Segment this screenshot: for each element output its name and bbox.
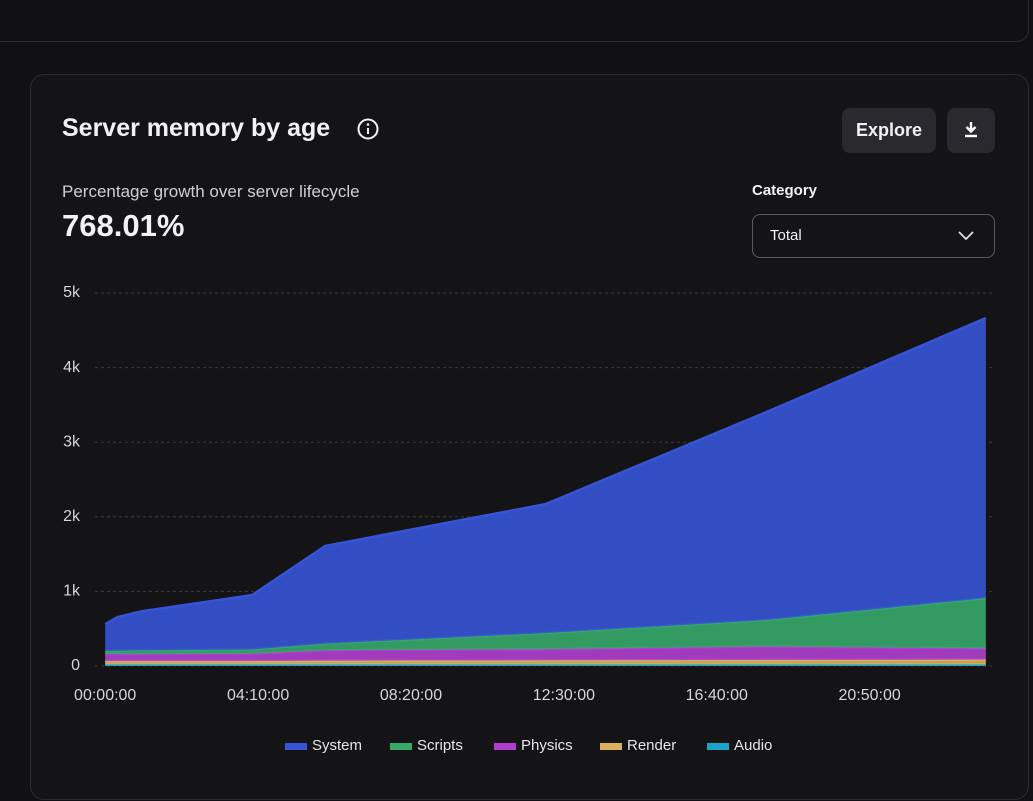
y-tick-label: 4k [63,359,81,376]
legend-swatch [285,743,307,750]
card-title: Server memory by age [62,114,331,142]
x-tick-label: 12:30:00 [533,687,595,704]
legend-label: Render [627,737,676,754]
x-tick-label: 08:20:00 [380,687,442,704]
download-icon [965,122,977,138]
select-value: Total [770,227,802,244]
legend-swatch [390,743,412,750]
area [105,646,986,662]
area-line [104,316,987,626]
legend-swatch [600,743,622,750]
legend-label: Audio [734,737,772,754]
metric: 768.01% [62,208,185,243]
area [105,317,986,652]
category-label: Category [752,182,818,199]
x-tick-label: 16:40:00 [686,687,748,704]
legend-swatch [494,743,516,750]
y-tick-label: 5k [63,284,81,301]
explore-button[interactable]: Explore [842,108,936,153]
category-select[interactable]: Total [752,214,995,258]
legend-swatch [707,743,729,750]
y-tick-label: 1k [63,583,81,600]
y-tick-label: 3k [63,433,81,450]
download-button[interactable] [947,108,995,153]
y-tick-label: 0 [71,657,80,674]
x-tick-label: 04:10:00 [227,687,289,704]
legend-label: Physics [521,737,573,754]
info-icon[interactable] [357,118,379,140]
subtitle: Percentage growth over server lifecycle [62,182,360,201]
area [105,598,986,655]
x-tick-label: 20:50:00 [838,687,900,704]
legend-label: Scripts [417,737,463,754]
legend-label: System [312,737,362,754]
x-tick-label: 00:00:00 [74,687,136,704]
chevron [958,231,974,241]
previous-card [0,0,1029,42]
y-tick-label: 2k [63,508,81,525]
